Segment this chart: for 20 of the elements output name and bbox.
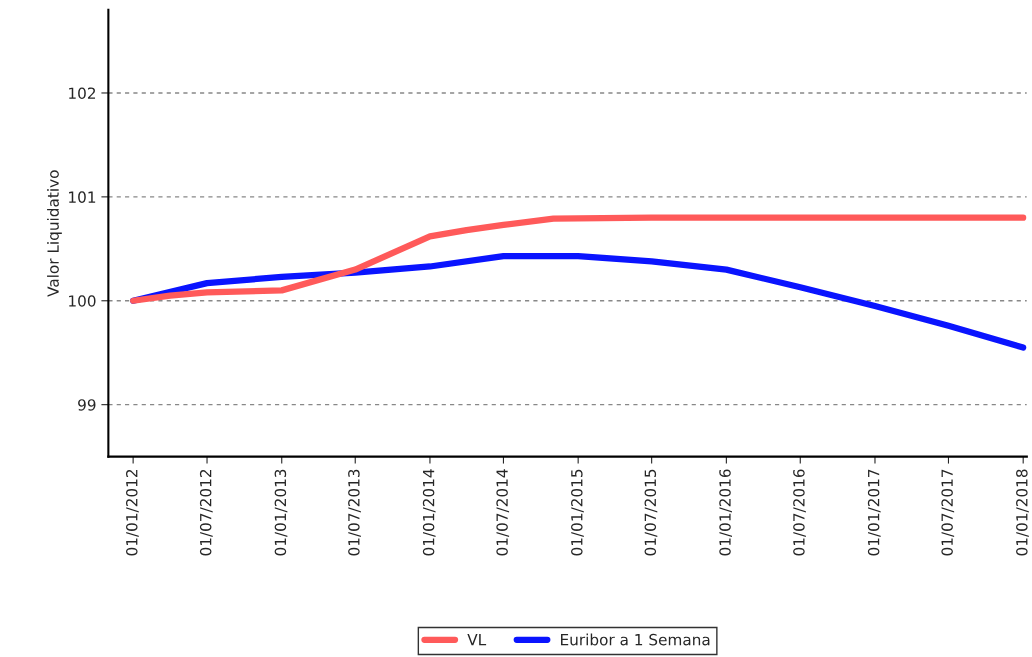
x-tick-label: 01/01/2015: [571, 469, 584, 556]
legend-label: VL: [467, 634, 487, 646]
x-tick-label: 01/01/2013: [274, 469, 288, 556]
x-tick-label: 01/07/2012: [199, 469, 213, 556]
legend-label: Euribor a 1 Semana: [561, 633, 710, 646]
x-tick-label: 01/07/2014: [496, 469, 510, 556]
x-tick-label: 01/01/2017: [867, 469, 881, 556]
y-tick-label: 101: [69, 191, 96, 203]
y-tick-label: 102: [69, 87, 96, 99]
x-tick-label: 01/07/2015: [644, 469, 658, 556]
x-tick-label: 01/07/2013: [348, 469, 361, 556]
y-tick-label: 100: [69, 295, 96, 307]
x-tick-label: 01/01/2016: [719, 469, 732, 556]
y-tick-label: 99: [78, 399, 96, 411]
x-tick-label: 01/01/2018: [1016, 469, 1029, 556]
x-tick-label: 01/01/2012: [126, 469, 139, 556]
y-axis-title: Valor Liquidativo: [47, 170, 62, 297]
x-tick-label: 01/01/2014: [422, 469, 436, 556]
x-tick-label: 01/07/2017: [941, 469, 955, 556]
x-tick-label: 01/07/2016: [793, 469, 806, 556]
